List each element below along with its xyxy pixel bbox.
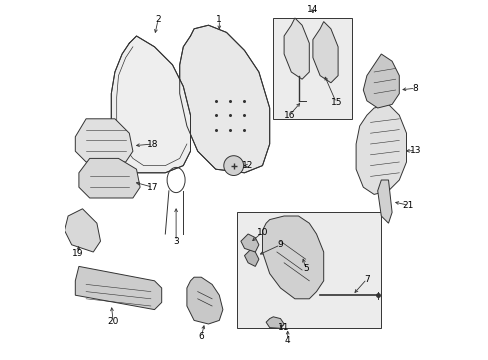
Text: 2: 2 — [155, 15, 161, 24]
Text: 1: 1 — [216, 15, 222, 24]
Polygon shape — [79, 158, 140, 198]
Polygon shape — [179, 25, 269, 173]
Polygon shape — [355, 104, 406, 194]
Text: 11: 11 — [278, 323, 289, 332]
Text: 8: 8 — [412, 84, 418, 93]
Text: 9: 9 — [277, 240, 283, 249]
Text: 14: 14 — [306, 5, 318, 14]
FancyBboxPatch shape — [273, 18, 352, 119]
Polygon shape — [241, 234, 258, 252]
Polygon shape — [284, 18, 309, 79]
Polygon shape — [64, 209, 101, 252]
Polygon shape — [312, 22, 337, 83]
Ellipse shape — [224, 156, 243, 176]
Text: 12: 12 — [242, 161, 253, 170]
Text: 17: 17 — [147, 183, 158, 192]
Text: 5: 5 — [302, 264, 308, 273]
Text: 20: 20 — [107, 317, 119, 325]
Polygon shape — [111, 36, 190, 173]
Polygon shape — [265, 317, 284, 328]
Text: 13: 13 — [409, 146, 420, 155]
Text: 4: 4 — [285, 336, 290, 345]
Text: 16: 16 — [283, 111, 295, 120]
Polygon shape — [377, 180, 391, 223]
Text: 10: 10 — [256, 228, 268, 237]
Polygon shape — [262, 216, 323, 299]
Text: 21: 21 — [402, 201, 413, 210]
Text: 7: 7 — [363, 275, 369, 284]
Polygon shape — [75, 119, 133, 162]
Text: 15: 15 — [330, 98, 341, 107]
FancyBboxPatch shape — [237, 212, 381, 328]
Text: 3: 3 — [173, 237, 179, 246]
Polygon shape — [186, 277, 223, 324]
Text: 18: 18 — [147, 140, 158, 149]
Polygon shape — [244, 248, 258, 266]
Polygon shape — [363, 54, 399, 108]
Text: 19: 19 — [72, 249, 84, 258]
Text: 6: 6 — [198, 332, 204, 341]
Polygon shape — [75, 266, 162, 310]
